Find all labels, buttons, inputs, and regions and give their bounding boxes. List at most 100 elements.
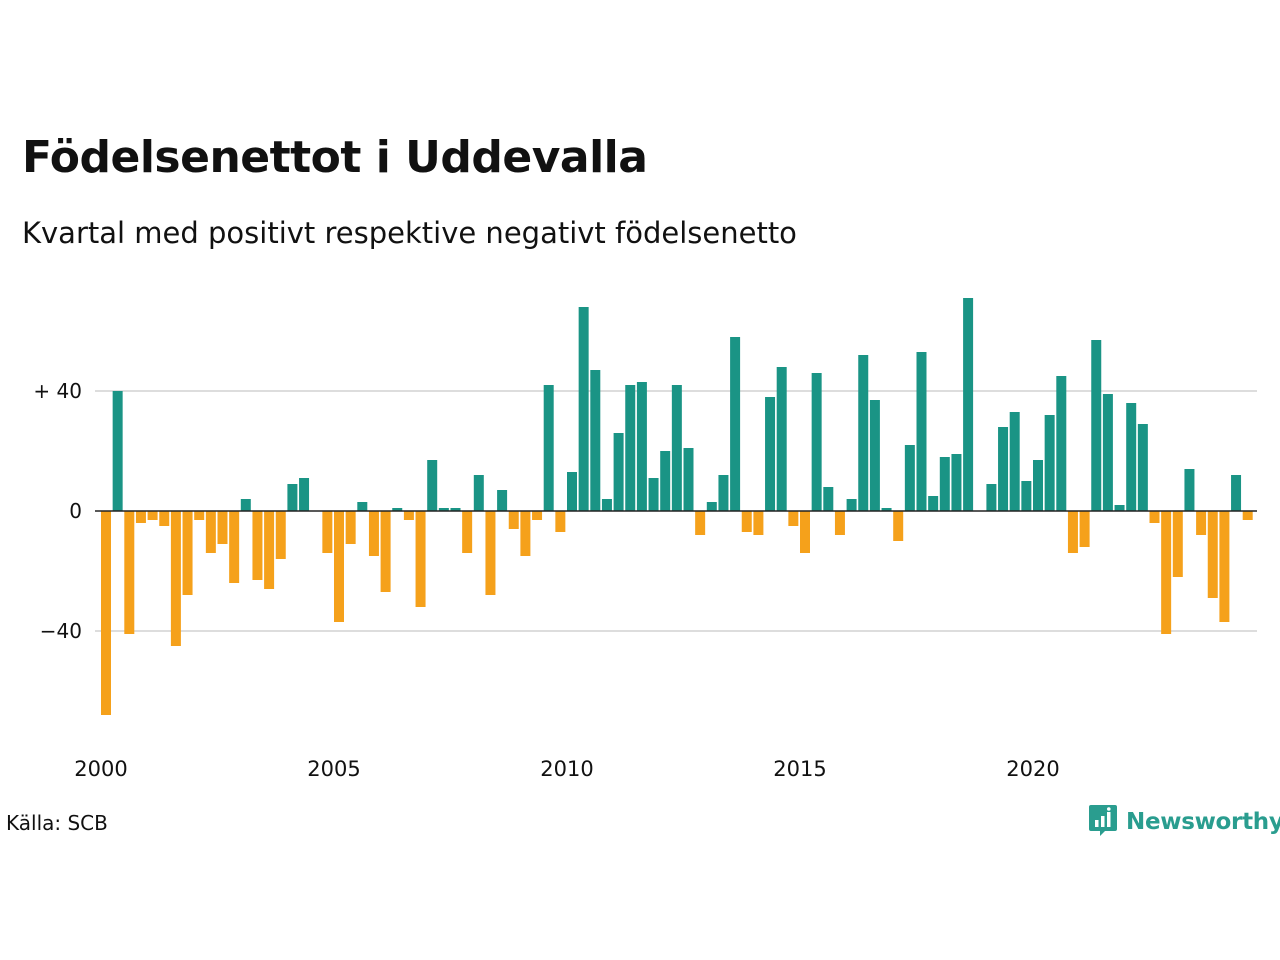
bar-negative (205, 511, 216, 553)
bar-positive (846, 499, 857, 511)
bar-positive (730, 337, 741, 511)
bar-negative (695, 511, 706, 535)
bar-negative (252, 511, 263, 580)
bar-negative (1149, 511, 1160, 523)
bar-positive (706, 502, 717, 511)
bar-negative (322, 511, 333, 553)
bar-negative (403, 511, 414, 520)
bar-positive (543, 385, 554, 511)
bar-positive (986, 484, 997, 511)
bar-positive (1033, 460, 1043, 511)
x-tick-label: 2000 (74, 757, 127, 781)
bar-positive (601, 499, 612, 511)
bar-negative (893, 511, 904, 541)
bar-negative (1067, 511, 1078, 553)
bar-positive (963, 298, 974, 511)
bar-positive (939, 457, 950, 511)
bar-negative (741, 511, 752, 532)
bar-positive (869, 400, 880, 511)
bar-positive (287, 484, 298, 511)
bar-negative (1219, 511, 1230, 622)
bar-negative (485, 511, 496, 595)
bar-negative (275, 511, 286, 559)
bar-positive (567, 472, 577, 511)
x-tick-label: 2020 (1006, 757, 1059, 781)
bar-negative (1242, 511, 1253, 520)
bar-positive (240, 499, 251, 511)
bar-negative (1161, 511, 1172, 634)
bar-positive (427, 460, 438, 511)
bar-positive (613, 433, 624, 511)
bar-negative (264, 511, 275, 589)
bar-positive (928, 496, 939, 511)
bars (101, 298, 1253, 715)
bar-positive (1231, 475, 1242, 511)
bar-negative (345, 511, 356, 544)
bar-negative (753, 511, 764, 535)
bar-positive (776, 367, 787, 511)
bar-negative (508, 511, 519, 529)
bar-negative (800, 511, 810, 553)
chart-subtitle: Kvartal med positivt respektive negativt… (22, 216, 797, 250)
y-tick-label: + 40 (33, 379, 82, 403)
bar-positive (438, 508, 449, 511)
bar-negative (1079, 511, 1090, 547)
bar-positive (1056, 376, 1067, 511)
newsworthy-logo-icon (1088, 803, 1118, 841)
bar-negative (532, 511, 543, 520)
bar-positive (823, 487, 834, 511)
bar-positive (112, 391, 123, 511)
bar-positive (1114, 505, 1125, 511)
bar-positive (765, 397, 776, 511)
bar-negative (462, 511, 473, 553)
bar-positive (590, 370, 601, 511)
bar-positive (1102, 394, 1113, 511)
bar-positive (450, 508, 461, 511)
bar-negative (124, 511, 135, 634)
bar-positive (881, 508, 892, 511)
bar-positive (858, 355, 869, 511)
bar-positive (392, 508, 403, 511)
bar-negative (334, 511, 344, 622)
bar-negative (1196, 511, 1207, 535)
bar-positive (916, 352, 927, 511)
bar-negative (229, 511, 240, 583)
x-tick-label: 2015 (773, 757, 826, 781)
brand-logo[interactable]: Newsworthy (1088, 803, 1280, 841)
bar-positive (497, 490, 508, 511)
bar-negative (1172, 511, 1183, 577)
bar-negative (368, 511, 379, 556)
bar-positive (299, 478, 310, 511)
axes: + 40 0 −40 2000 2005 2010 2015 2020 (33, 379, 1257, 781)
x-tick-label: 2010 (540, 757, 593, 781)
bar-positive (998, 427, 1009, 511)
bar-negative (135, 511, 146, 523)
bar-negative (520, 511, 531, 556)
bar-negative (101, 511, 111, 715)
bar-positive (1126, 403, 1137, 511)
bar-chart: + 40 0 −40 2000 2005 2010 2015 2020 (33, 298, 1257, 781)
bar-positive (951, 454, 962, 511)
bar-positive (636, 382, 647, 511)
bar-positive (718, 475, 729, 511)
bar-negative (1207, 511, 1218, 598)
bar-negative (380, 511, 391, 592)
bar-negative (834, 511, 845, 535)
bar-positive (904, 445, 915, 511)
bar-positive (671, 385, 682, 511)
bar-positive (1137, 424, 1148, 511)
bar-positive (473, 475, 484, 511)
bar-positive (625, 385, 636, 511)
bar-negative (415, 511, 426, 607)
bar-positive (683, 448, 694, 511)
bar-positive (648, 478, 659, 511)
bar-positive (1091, 340, 1102, 511)
bar-negative (159, 511, 170, 526)
brand-name: Newsworthy (1126, 809, 1280, 835)
bar-negative (555, 511, 566, 532)
x-tick-label: 2005 (307, 757, 360, 781)
bar-positive (811, 373, 822, 511)
bar-positive (1044, 415, 1055, 511)
bar-positive (660, 451, 671, 511)
bar-negative (147, 511, 158, 520)
